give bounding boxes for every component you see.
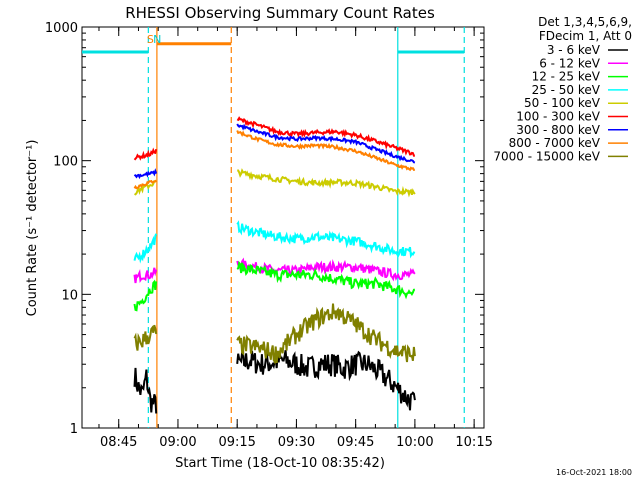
annotation-label: N <box>153 33 161 46</box>
y-tick-label: 1 <box>70 422 78 437</box>
x-tick-label: 09:30 <box>278 435 315 450</box>
series-line <box>133 147 158 161</box>
legend-label: 12 - 25 keV <box>532 70 601 84</box>
series-line <box>236 130 416 172</box>
legend-label: 100 - 300 keV <box>516 110 600 124</box>
series-800-7000-kev <box>133 130 416 190</box>
chart-title: RHESSI Observing Summary Count Rates <box>125 4 435 22</box>
footer-timestamp: 16-Oct-2021 18:00 <box>556 468 632 477</box>
legend-label: 25 - 50 keV <box>532 83 601 97</box>
series-line <box>133 179 157 190</box>
x-tick-label: 08:45 <box>100 435 137 450</box>
x-tick-label: 09:45 <box>337 435 374 450</box>
x-tick-label: 09:00 <box>159 435 196 450</box>
series-12-25-kev <box>133 260 416 312</box>
plot-frame <box>81 26 485 429</box>
y-tick-label: 1000 <box>45 21 78 36</box>
legend-label: 50 - 100 keV <box>524 96 601 110</box>
series-line <box>236 260 416 300</box>
series-line <box>236 257 416 282</box>
x-axis-label: Start Time (18-Oct-10 08:35:42) <box>175 456 385 471</box>
y-tick-label: 100 <box>53 155 78 170</box>
legend-label: 3 - 6 keV <box>547 43 601 57</box>
y-tick-label: 10 <box>61 288 78 303</box>
x-tick-label: 10:00 <box>396 435 433 450</box>
series-line <box>236 123 416 164</box>
legend-header-line-2: FDecim 1, Att 0 <box>539 29 632 43</box>
series-line <box>236 220 416 259</box>
series-line <box>236 116 415 157</box>
series-line <box>133 367 158 414</box>
series-7000-15000-kev <box>133 303 416 366</box>
series-line <box>236 303 416 366</box>
series-line <box>133 267 158 284</box>
x-tick-label: 09:15 <box>218 435 255 450</box>
series-25-50-kev <box>133 220 416 264</box>
series-line <box>133 168 158 180</box>
x-tick-label: 10:15 <box>455 435 492 450</box>
series-line <box>133 324 158 351</box>
legend-label: 300 - 800 keV <box>516 123 600 137</box>
series-line <box>237 168 416 198</box>
series-line <box>133 233 158 264</box>
series-6-12-kev <box>133 257 416 284</box>
series-line <box>133 279 158 312</box>
legend-label: 6 - 12 keV <box>539 56 601 70</box>
series-300-800-kev <box>133 123 416 180</box>
legend-label: 800 - 7000 keV <box>509 136 601 150</box>
plot-area: 1 10 100 1000 08:45 09:00 09:15 09:30 09:45 10:00… <box>45 21 628 450</box>
annotation-label: S <box>147 33 154 46</box>
legend-header-line-1: Det 1,3,4,5,6,9, <box>538 15 632 29</box>
legend-label: 7000 - 15000 keV <box>493 149 600 163</box>
series-100-300-kev <box>133 116 415 161</box>
y-axis-label: Count Rate (s⁻¹ detector⁻¹) <box>25 140 40 317</box>
